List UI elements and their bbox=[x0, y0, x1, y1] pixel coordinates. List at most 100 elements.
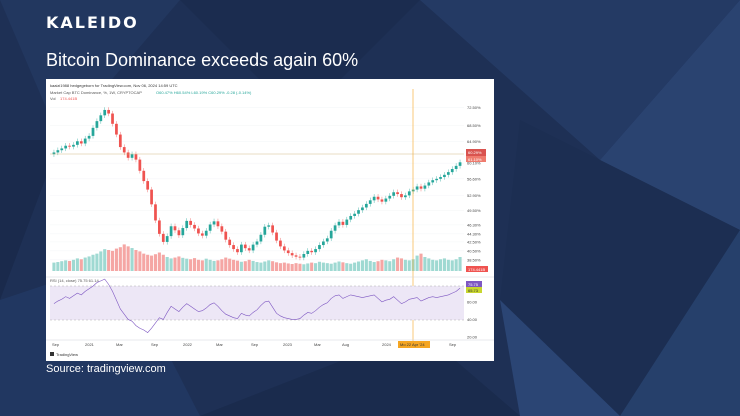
candle bbox=[251, 244, 255, 251]
candle bbox=[435, 178, 438, 181]
volume-bar bbox=[278, 263, 282, 271]
candle bbox=[216, 221, 220, 227]
volume-bar bbox=[282, 262, 286, 271]
rsi-legend: RSI (14, close) 75.75 61.14 bbox=[50, 278, 99, 283]
candle bbox=[240, 244, 243, 253]
candle bbox=[169, 226, 173, 237]
candle bbox=[263, 226, 267, 235]
volume-bar bbox=[153, 254, 158, 271]
candle bbox=[154, 204, 157, 221]
candle bbox=[431, 180, 435, 183]
candle bbox=[91, 127, 95, 136]
y-tick-label: 64.90% bbox=[467, 139, 481, 144]
volume-bars bbox=[52, 244, 462, 271]
candle bbox=[243, 244, 247, 249]
candle bbox=[349, 215, 353, 220]
candle bbox=[95, 121, 99, 128]
candle bbox=[150, 189, 153, 205]
rsi-tick-label: 40.00 bbox=[467, 317, 478, 322]
candle bbox=[446, 172, 450, 175]
volume-bar bbox=[224, 257, 228, 271]
volume-bar bbox=[356, 261, 361, 271]
candle bbox=[364, 203, 368, 208]
candle bbox=[255, 241, 259, 245]
candle bbox=[341, 221, 345, 225]
price-label-box-2 bbox=[466, 156, 486, 162]
candle bbox=[333, 225, 337, 231]
time-axis: Sep2021MarSep2022MarSep2023MarAug2024Mar… bbox=[52, 342, 457, 347]
candle bbox=[294, 255, 298, 257]
candle bbox=[193, 224, 196, 229]
volume-bar bbox=[60, 261, 64, 271]
y-tick-label: 38.50% bbox=[467, 257, 481, 262]
candle bbox=[368, 200, 372, 204]
candle bbox=[388, 195, 392, 199]
candle bbox=[275, 232, 278, 241]
volume-bar bbox=[399, 258, 404, 271]
candle bbox=[111, 113, 114, 124]
chart-attribution: kaaizi1988 hedgegeborn for TradingView.c… bbox=[50, 83, 178, 88]
volume-label: Vol bbox=[50, 96, 56, 101]
candle bbox=[197, 228, 200, 234]
x-tick-label: Mar bbox=[116, 342, 124, 347]
price-label: 60.29% bbox=[468, 150, 482, 155]
volume-bar bbox=[392, 259, 396, 271]
volume-bar bbox=[173, 257, 177, 271]
volume-bar bbox=[325, 263, 329, 271]
candle bbox=[115, 123, 118, 135]
volume-bar bbox=[146, 254, 150, 271]
volume-bar bbox=[415, 255, 419, 271]
y-tick-label: 72.50% bbox=[467, 105, 481, 110]
volume-value: 174.441B bbox=[60, 96, 77, 101]
candle bbox=[130, 154, 134, 158]
volume-bar bbox=[423, 257, 427, 271]
volume-bar bbox=[87, 256, 91, 271]
candle bbox=[329, 230, 333, 239]
candle bbox=[314, 249, 317, 253]
y-tick-label: 46.30% bbox=[467, 222, 481, 227]
volume-bar bbox=[267, 260, 271, 271]
y-tick-label: 49.50% bbox=[467, 208, 481, 213]
candle bbox=[236, 249, 239, 253]
x-tick-label: Aug bbox=[342, 342, 349, 347]
volume-bar bbox=[243, 261, 247, 271]
volume-bar bbox=[91, 254, 95, 271]
volume-bar bbox=[114, 248, 118, 271]
volume-bar bbox=[161, 254, 165, 271]
volume-bar bbox=[271, 261, 275, 271]
candle bbox=[415, 186, 419, 190]
volume-bar bbox=[79, 259, 83, 271]
rsi-line bbox=[53, 278, 461, 334]
volume-bar bbox=[294, 263, 298, 271]
volume-bar bbox=[368, 260, 372, 271]
slide-headline: Bitcoin Dominance exceeds again 60% bbox=[46, 50, 359, 70]
volume-bar bbox=[263, 261, 267, 271]
candle bbox=[118, 134, 122, 148]
candle bbox=[177, 230, 181, 236]
candle bbox=[345, 219, 349, 225]
x-tick-label: 2022 bbox=[183, 342, 193, 347]
volume-bar bbox=[431, 259, 435, 271]
candle bbox=[450, 169, 454, 173]
candle bbox=[282, 246, 286, 251]
candle bbox=[439, 177, 442, 179]
volume-bar bbox=[310, 262, 314, 271]
volume-bar bbox=[364, 259, 368, 271]
candle bbox=[185, 220, 189, 229]
tradingview-footer: TradingView bbox=[56, 352, 78, 357]
x-tick-label: 2021 bbox=[85, 342, 95, 347]
candle bbox=[318, 245, 321, 250]
candle bbox=[247, 248, 251, 251]
volume-bar bbox=[333, 262, 337, 271]
volume-bar bbox=[314, 263, 318, 271]
volume-bar bbox=[345, 263, 349, 271]
candle bbox=[83, 138, 87, 144]
candle bbox=[208, 224, 212, 231]
candle bbox=[267, 225, 271, 227]
volume-bar bbox=[228, 258, 232, 271]
candle bbox=[259, 234, 263, 242]
candle bbox=[325, 238, 329, 242]
volume-bar bbox=[384, 260, 388, 271]
rsi-value: 75.75 bbox=[468, 282, 479, 287]
candle bbox=[392, 192, 396, 196]
